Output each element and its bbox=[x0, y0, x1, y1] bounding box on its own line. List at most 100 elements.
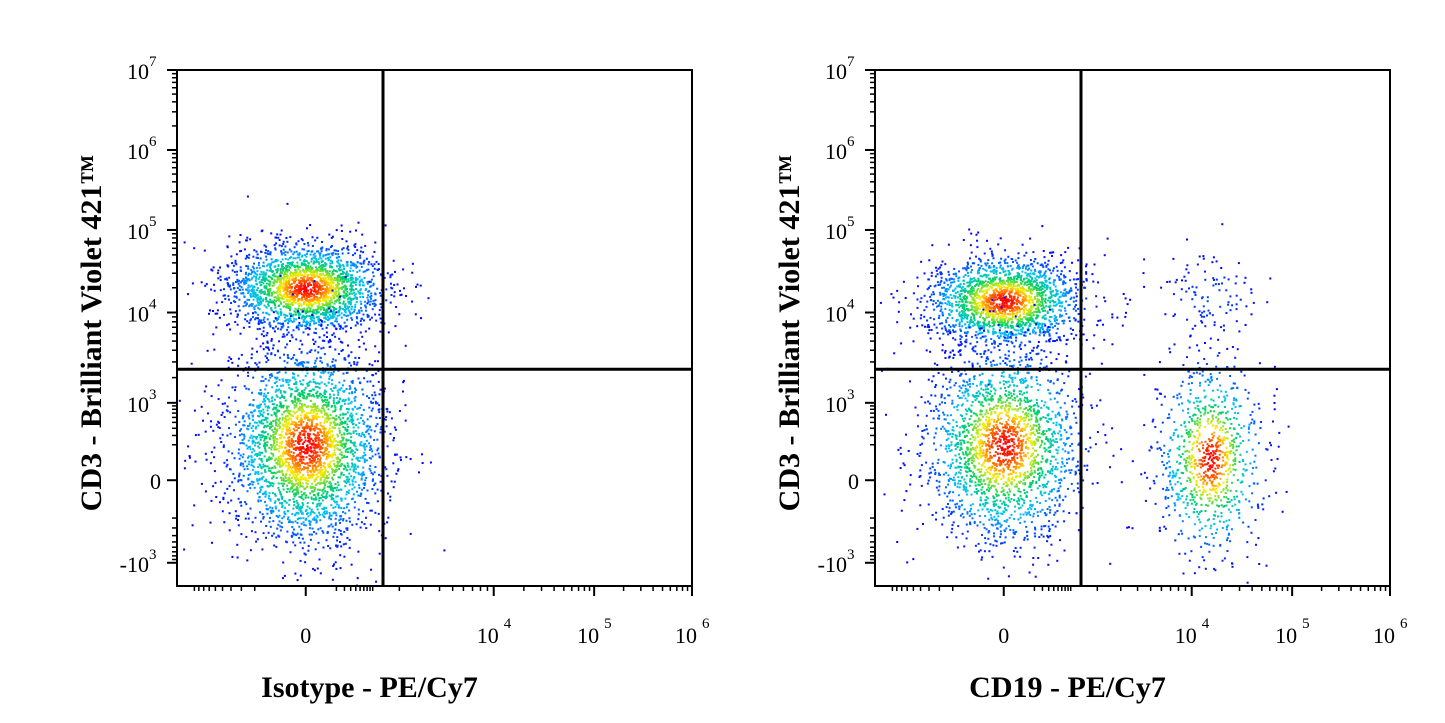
event-dot bbox=[295, 482, 298, 485]
event-dot bbox=[368, 397, 371, 399]
event-dot bbox=[349, 270, 352, 272]
event-dot bbox=[278, 427, 281, 430]
event-dot bbox=[392, 462, 395, 465]
event-dot bbox=[370, 415, 373, 418]
event-dot bbox=[326, 417, 329, 420]
event-dot bbox=[319, 268, 322, 271]
event-dot bbox=[362, 342, 365, 345]
event-dot bbox=[321, 439, 324, 442]
event-dot bbox=[255, 275, 258, 278]
event-dot bbox=[363, 377, 366, 380]
event-dot bbox=[251, 483, 254, 486]
event-dot bbox=[350, 449, 353, 452]
event-dot bbox=[338, 464, 341, 467]
event-dot bbox=[341, 270, 344, 273]
event-dot bbox=[329, 278, 332, 281]
event-dot bbox=[340, 230, 343, 232]
event-dot bbox=[307, 266, 309, 269]
event-dot bbox=[319, 470, 322, 473]
event-dot bbox=[385, 468, 388, 471]
event-dot bbox=[282, 273, 285, 276]
event-dot bbox=[294, 440, 297, 442]
event-dot bbox=[242, 281, 245, 284]
event-dot bbox=[368, 290, 371, 293]
event-dot bbox=[378, 411, 381, 414]
event-dot bbox=[333, 410, 336, 413]
event-dot bbox=[332, 445, 335, 448]
event-dot bbox=[280, 251, 283, 254]
event-dot bbox=[376, 402, 379, 405]
event-dot bbox=[265, 508, 268, 511]
event-dot bbox=[228, 276, 231, 279]
event-dot bbox=[282, 488, 285, 491]
event-dot bbox=[255, 363, 258, 366]
event-dot bbox=[369, 318, 372, 321]
event-dot bbox=[247, 312, 250, 315]
event-dot bbox=[251, 459, 254, 462]
event-dot bbox=[309, 538, 312, 541]
event-dot bbox=[234, 301, 237, 303]
event-dot bbox=[289, 455, 292, 458]
event-dot bbox=[322, 307, 325, 310]
event-dot bbox=[326, 456, 329, 459]
event-dot bbox=[281, 418, 284, 421]
event-dot bbox=[303, 523, 306, 526]
event-dot bbox=[332, 565, 335, 567]
event-dot bbox=[360, 265, 363, 268]
event-dot bbox=[239, 266, 242, 269]
event-dot bbox=[315, 414, 318, 417]
event-dot bbox=[297, 436, 300, 439]
event-dot bbox=[281, 504, 284, 507]
event-dot bbox=[319, 446, 322, 449]
event-dot bbox=[310, 409, 313, 412]
event-dot bbox=[319, 296, 321, 299]
event-dot bbox=[242, 485, 245, 488]
event-dot bbox=[256, 300, 259, 302]
event-dot bbox=[303, 301, 305, 304]
event-dot bbox=[375, 402, 377, 405]
event-dot bbox=[319, 299, 322, 302]
event-dot bbox=[288, 503, 291, 506]
event-dot bbox=[262, 408, 265, 411]
event-dot bbox=[302, 430, 305, 433]
event-dot bbox=[340, 350, 343, 352]
event-dot bbox=[326, 399, 329, 402]
event-dot bbox=[276, 428, 279, 431]
event-dot bbox=[306, 462, 309, 465]
event-dot bbox=[290, 451, 293, 453]
event-dot bbox=[339, 567, 342, 570]
event-dot bbox=[354, 283, 357, 286]
event-dot bbox=[297, 481, 300, 484]
event-dot bbox=[324, 293, 327, 296]
event-dot bbox=[278, 297, 281, 300]
event-dot bbox=[289, 465, 292, 468]
event-dot bbox=[389, 495, 392, 498]
event-dot bbox=[369, 464, 372, 467]
event-dot bbox=[360, 323, 363, 326]
event-dot bbox=[343, 555, 346, 558]
event-dot bbox=[384, 224, 387, 227]
event-dot bbox=[316, 299, 319, 302]
event-dot bbox=[333, 307, 336, 310]
event-dot bbox=[301, 293, 303, 296]
event-dot bbox=[327, 295, 330, 298]
event-dot bbox=[359, 526, 362, 529]
event-dot bbox=[282, 243, 285, 245]
event-dot bbox=[260, 520, 262, 523]
event-dot bbox=[359, 444, 362, 447]
event-dot bbox=[334, 517, 337, 520]
event-dot bbox=[363, 473, 366, 476]
event-dot bbox=[321, 267, 324, 270]
event-dot bbox=[329, 445, 332, 448]
event-dot bbox=[371, 255, 374, 258]
event-dot bbox=[354, 296, 357, 299]
event-dot bbox=[308, 304, 311, 307]
event-dot bbox=[269, 298, 272, 301]
event-dot bbox=[294, 307, 297, 310]
event-dot bbox=[272, 284, 275, 287]
event-dot bbox=[308, 477, 310, 479]
event-dot bbox=[322, 511, 325, 514]
event-dot bbox=[327, 292, 330, 295]
event-dot bbox=[292, 376, 294, 379]
event-dot bbox=[284, 464, 287, 467]
